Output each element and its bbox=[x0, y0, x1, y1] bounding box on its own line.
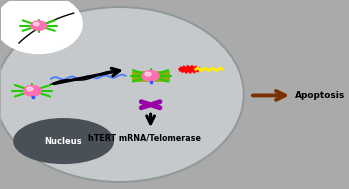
Text: Nucleus: Nucleus bbox=[45, 137, 82, 146]
Ellipse shape bbox=[0, 7, 244, 182]
Circle shape bbox=[27, 87, 33, 91]
Circle shape bbox=[24, 86, 41, 96]
Circle shape bbox=[145, 72, 151, 76]
Circle shape bbox=[185, 67, 193, 72]
Ellipse shape bbox=[0, 0, 82, 53]
Text: Apoptosis: Apoptosis bbox=[295, 91, 346, 100]
Circle shape bbox=[34, 22, 39, 26]
Ellipse shape bbox=[14, 119, 113, 163]
Circle shape bbox=[31, 21, 46, 30]
Circle shape bbox=[142, 71, 159, 81]
Text: hTERT mRNA/Telomerase: hTERT mRNA/Telomerase bbox=[88, 134, 201, 143]
